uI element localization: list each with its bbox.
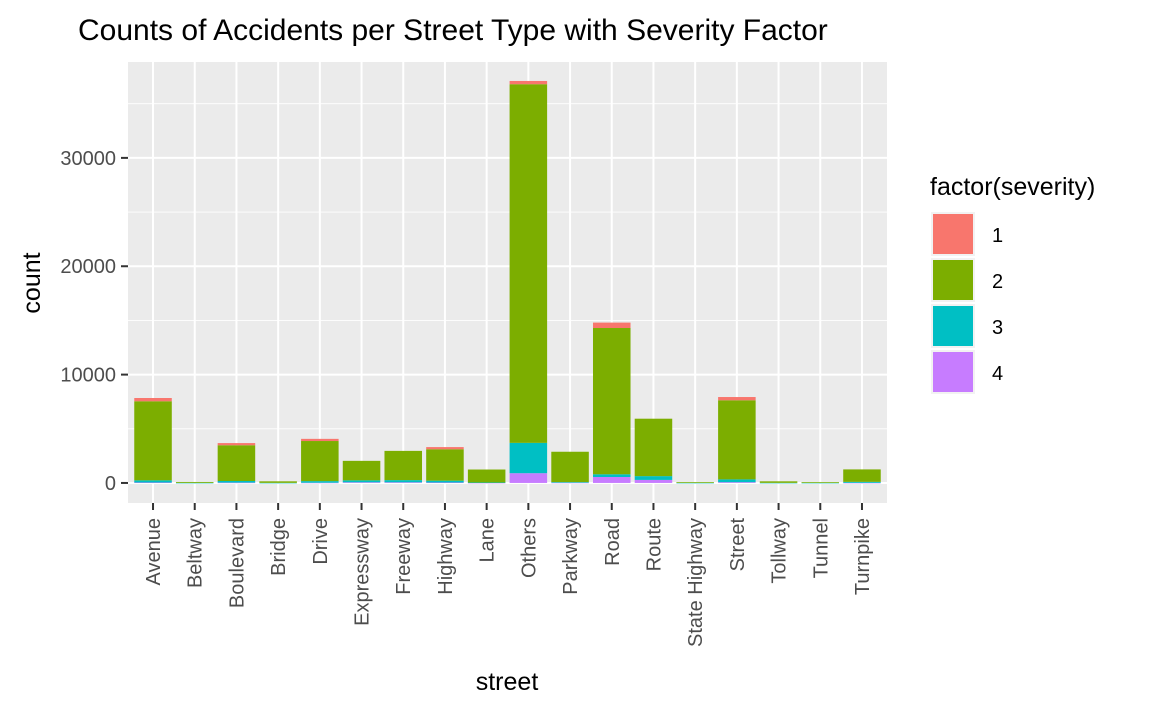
legend-key: [933, 214, 973, 254]
bar-segment: [634, 479, 673, 483]
legend-key: [933, 306, 973, 346]
bar-segment: [384, 480, 423, 483]
bar-segment: [634, 476, 673, 480]
bar-segment: [426, 482, 464, 484]
bar-segment: [342, 482, 381, 483]
x-tick-label: Turnpike: [852, 518, 874, 595]
bar-segment: [592, 328, 631, 475]
bar-segment: [384, 450, 423, 481]
bar-segment: [134, 398, 172, 402]
x-tick-label: Bridge: [268, 518, 290, 576]
bar-segment: [509, 84, 548, 443]
x-tick-label: Street: [727, 518, 749, 572]
bar-segment: [301, 482, 339, 484]
bar-segment: [467, 482, 506, 484]
bar-segment: [843, 469, 881, 482]
bar-segment: [718, 479, 756, 483]
bar-segment: [551, 482, 589, 484]
legend-label: 3: [992, 317, 1003, 339]
bar-segment: [592, 322, 631, 329]
legend-key: [933, 352, 973, 392]
chart-title: Counts of Accidents per Street Type with…: [78, 14, 828, 47]
x-tick-label: Drive: [310, 518, 332, 565]
y-tick-label: 20000: [60, 256, 116, 278]
bar-segment: [509, 442, 548, 474]
bar-segment: [426, 447, 464, 450]
bar-segment: [175, 481, 214, 483]
bar-segment: [134, 482, 172, 484]
bar-segment: [384, 482, 423, 483]
x-tick-label: Tollway: [769, 518, 791, 584]
bar-segment: [551, 482, 589, 483]
bar-segment: [467, 482, 506, 484]
y-tick-label: 10000: [60, 365, 116, 387]
x-tick-label: Others: [518, 518, 540, 578]
bar-segment: [509, 473, 548, 483]
legend: factor(severity) 1 2 3 4: [930, 173, 1095, 394]
bar-segment: [801, 482, 840, 483]
bars: [134, 80, 881, 484]
bar-segment: [217, 481, 256, 483]
plot-panel: [128, 62, 887, 503]
x-tick-label: State Highway: [685, 518, 707, 647]
bar-segment: [217, 443, 256, 446]
bar-segment: [718, 482, 756, 483]
x-tick-label: Lane: [477, 518, 499, 563]
bar-segment: [426, 480, 464, 483]
x-tick-label: Expressway: [352, 518, 374, 626]
x-tick-label: Road: [602, 518, 624, 566]
bar-segment: [759, 482, 798, 484]
bar-segment: [718, 400, 756, 480]
bar-segment: [301, 438, 339, 442]
x-tick-label: Avenue: [143, 518, 165, 585]
bar-segment: [843, 481, 881, 483]
y-tick-label: 30000: [60, 148, 116, 170]
bar-segment: [301, 481, 339, 483]
bar-segment: [217, 445, 256, 482]
bar-segment: [175, 482, 214, 484]
bar-segment: [134, 480, 172, 483]
x-tick-label: Freeway: [393, 518, 415, 595]
bar-segment: [676, 482, 714, 483]
legend-label: 2: [992, 271, 1003, 293]
bar-segment: [217, 482, 256, 484]
bar-segment: [259, 481, 297, 483]
bar-segment: [342, 480, 381, 483]
x-axis-title: street: [476, 668, 539, 696]
bar-segment: [467, 469, 506, 483]
legend-label: 4: [992, 363, 1003, 385]
x-tick-label: Boulevard: [226, 518, 248, 608]
x-tick-label: Beltway: [185, 518, 207, 588]
bar-segment: [843, 482, 881, 484]
y-axis-title: count: [18, 252, 46, 313]
bar-segment: [134, 401, 172, 481]
bar-segment: [551, 451, 589, 483]
x-tick-label: Parkway: [560, 518, 582, 595]
legend-label: 1: [992, 225, 1003, 247]
bar-segment: [509, 80, 548, 85]
x-tick-label: Highway: [435, 518, 457, 595]
x-axis: Avenue Beltway Boulevard Bridge Drive Express…: [143, 503, 874, 647]
bar-segment: [676, 482, 714, 484]
legend-key: [933, 260, 973, 300]
x-tick-label: Tunnel: [810, 518, 832, 578]
x-tick-label: Route: [643, 518, 665, 571]
bar-segment: [801, 482, 840, 484]
bar-segment: [592, 476, 631, 483]
bar-segment: [301, 441, 339, 482]
bar-segment: [592, 474, 631, 477]
y-axis: 0 10000 20000 30000: [60, 148, 128, 495]
y-tick-label: 0: [105, 473, 116, 495]
bar-segment: [759, 481, 798, 483]
bar-segment: [718, 397, 756, 401]
bar-segment: [342, 460, 381, 481]
bar-segment: [634, 418, 673, 477]
legend-title: factor(severity): [930, 173, 1095, 201]
bar-segment: [259, 482, 297, 484]
bar-segment: [426, 449, 464, 481]
